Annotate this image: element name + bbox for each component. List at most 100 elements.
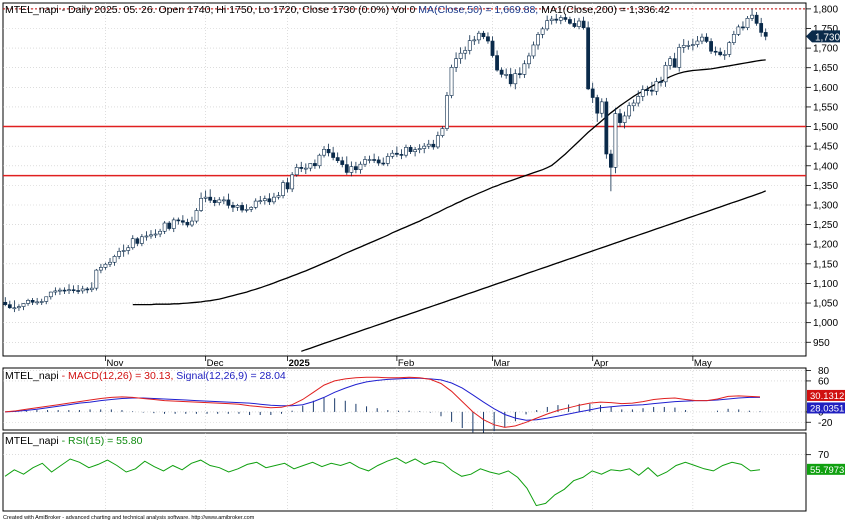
candle-up <box>39 301 44 303</box>
rsi-value-label: 55.7973 <box>810 465 844 476</box>
candle-up <box>162 222 167 232</box>
candle-up <box>258 200 263 202</box>
macd-title-symbol: MTEL_napi <box>5 370 59 382</box>
candle-up <box>654 81 659 92</box>
candle-down <box>672 58 677 68</box>
candle-up <box>276 195 281 198</box>
candle-up <box>413 149 417 152</box>
candle-up <box>363 159 367 165</box>
candle-down <box>344 164 349 173</box>
candle-down <box>394 152 399 155</box>
candle-up <box>272 196 276 203</box>
candle-up <box>690 44 695 46</box>
candle-down <box>3 301 8 305</box>
candle-up <box>26 300 30 304</box>
candle-up <box>736 26 741 35</box>
candle-up <box>435 135 440 148</box>
candle-down <box>595 97 600 114</box>
candle-down <box>581 20 586 29</box>
candle-down <box>759 23 764 33</box>
price-horizontal-lines <box>3 8 806 177</box>
candle-up <box>290 174 295 190</box>
candle-down <box>340 160 345 165</box>
candle-up <box>627 105 632 117</box>
candle-up <box>217 199 222 203</box>
candle-up <box>44 296 49 302</box>
candle-up <box>112 256 117 263</box>
candle-down <box>481 32 486 38</box>
month-label: Dec <box>207 358 224 369</box>
candle-down <box>30 300 35 303</box>
candle-up <box>203 196 208 199</box>
candle-up <box>89 287 94 291</box>
candle-down <box>62 289 67 292</box>
macd-histogram <box>15 397 761 433</box>
rsi-tick-label: 70 <box>818 450 830 461</box>
candle-up <box>126 247 131 251</box>
price-tick-label: 1,150 <box>813 259 838 270</box>
candle-up <box>117 250 122 257</box>
candle-up <box>417 148 422 150</box>
price-tick-label: 1,550 <box>813 102 838 113</box>
macd-tick-label: 80 <box>818 366 830 377</box>
candle-up <box>317 154 322 167</box>
macd-title-value: - MACD(12,26) = 30.13, <box>59 370 174 382</box>
signal-value-box <box>807 402 845 414</box>
price-tick-label: 1,050 <box>813 299 838 310</box>
candle-up <box>303 167 308 170</box>
candle-up <box>727 42 732 55</box>
candle-up <box>249 207 254 210</box>
signal-value-label: 28.0351 <box>810 403 844 414</box>
candle-down <box>313 163 317 167</box>
candle-up <box>103 263 108 268</box>
price-tick-label: 1,400 <box>813 161 838 172</box>
candle-down <box>354 166 358 170</box>
price-tick-label: 1,200 <box>813 240 838 251</box>
price-panel-title: MTEL_napi - Daily 2025. 05. 26. Open 174… <box>5 4 670 16</box>
candle-up <box>631 102 636 107</box>
candle-up <box>731 34 736 43</box>
price-tick-label: 1,000 <box>813 318 838 329</box>
candle-up <box>745 17 750 29</box>
signal-line <box>4 377 760 421</box>
macd-tick-label: 60 <box>818 376 830 387</box>
candle-up <box>622 115 627 123</box>
candle-up <box>681 45 686 48</box>
candle-up <box>308 163 313 169</box>
rsi-panel[interactable]: 70 55.7973 MTEL_napi - RSI(15) = 55.80 <box>2 432 845 512</box>
candle-up <box>426 143 431 147</box>
candle-up <box>663 65 668 83</box>
candle-up <box>53 290 58 293</box>
rsi-title-value: - RSI(15) = 55.80 <box>59 435 143 447</box>
candle-down <box>604 101 609 155</box>
price-panel[interactable]: 1,800 1,750 1,700 1,650 1,600 1,550 1,500 1,450… <box>2 2 840 369</box>
macd-value-box <box>807 389 845 401</box>
candle-down <box>763 32 768 37</box>
month-label: 2025 <box>289 358 311 369</box>
candle-down <box>508 74 513 85</box>
candle-up <box>695 40 700 45</box>
candle-down <box>609 153 613 168</box>
candlesticks <box>3 8 768 313</box>
candle-up <box>158 230 162 235</box>
candle-up <box>390 152 395 157</box>
price-tick-label: 1,650 <box>813 63 838 74</box>
candle-up <box>549 18 554 21</box>
candle-down <box>231 205 235 208</box>
candle-down <box>208 196 213 201</box>
month-label: Apr <box>594 358 609 369</box>
candle-up <box>58 289 62 292</box>
candle-up <box>536 34 540 46</box>
candle-up <box>108 261 112 265</box>
candle-down <box>499 69 504 75</box>
candle-up <box>577 20 581 27</box>
candle-up <box>686 45 691 47</box>
candle-up <box>171 219 176 229</box>
month-label: Nov <box>106 358 123 369</box>
price-tick-label: 950 <box>813 338 830 349</box>
candle-down <box>568 19 572 24</box>
candle-down <box>572 23 577 27</box>
candle-up <box>130 238 135 249</box>
candle-up <box>540 28 545 35</box>
